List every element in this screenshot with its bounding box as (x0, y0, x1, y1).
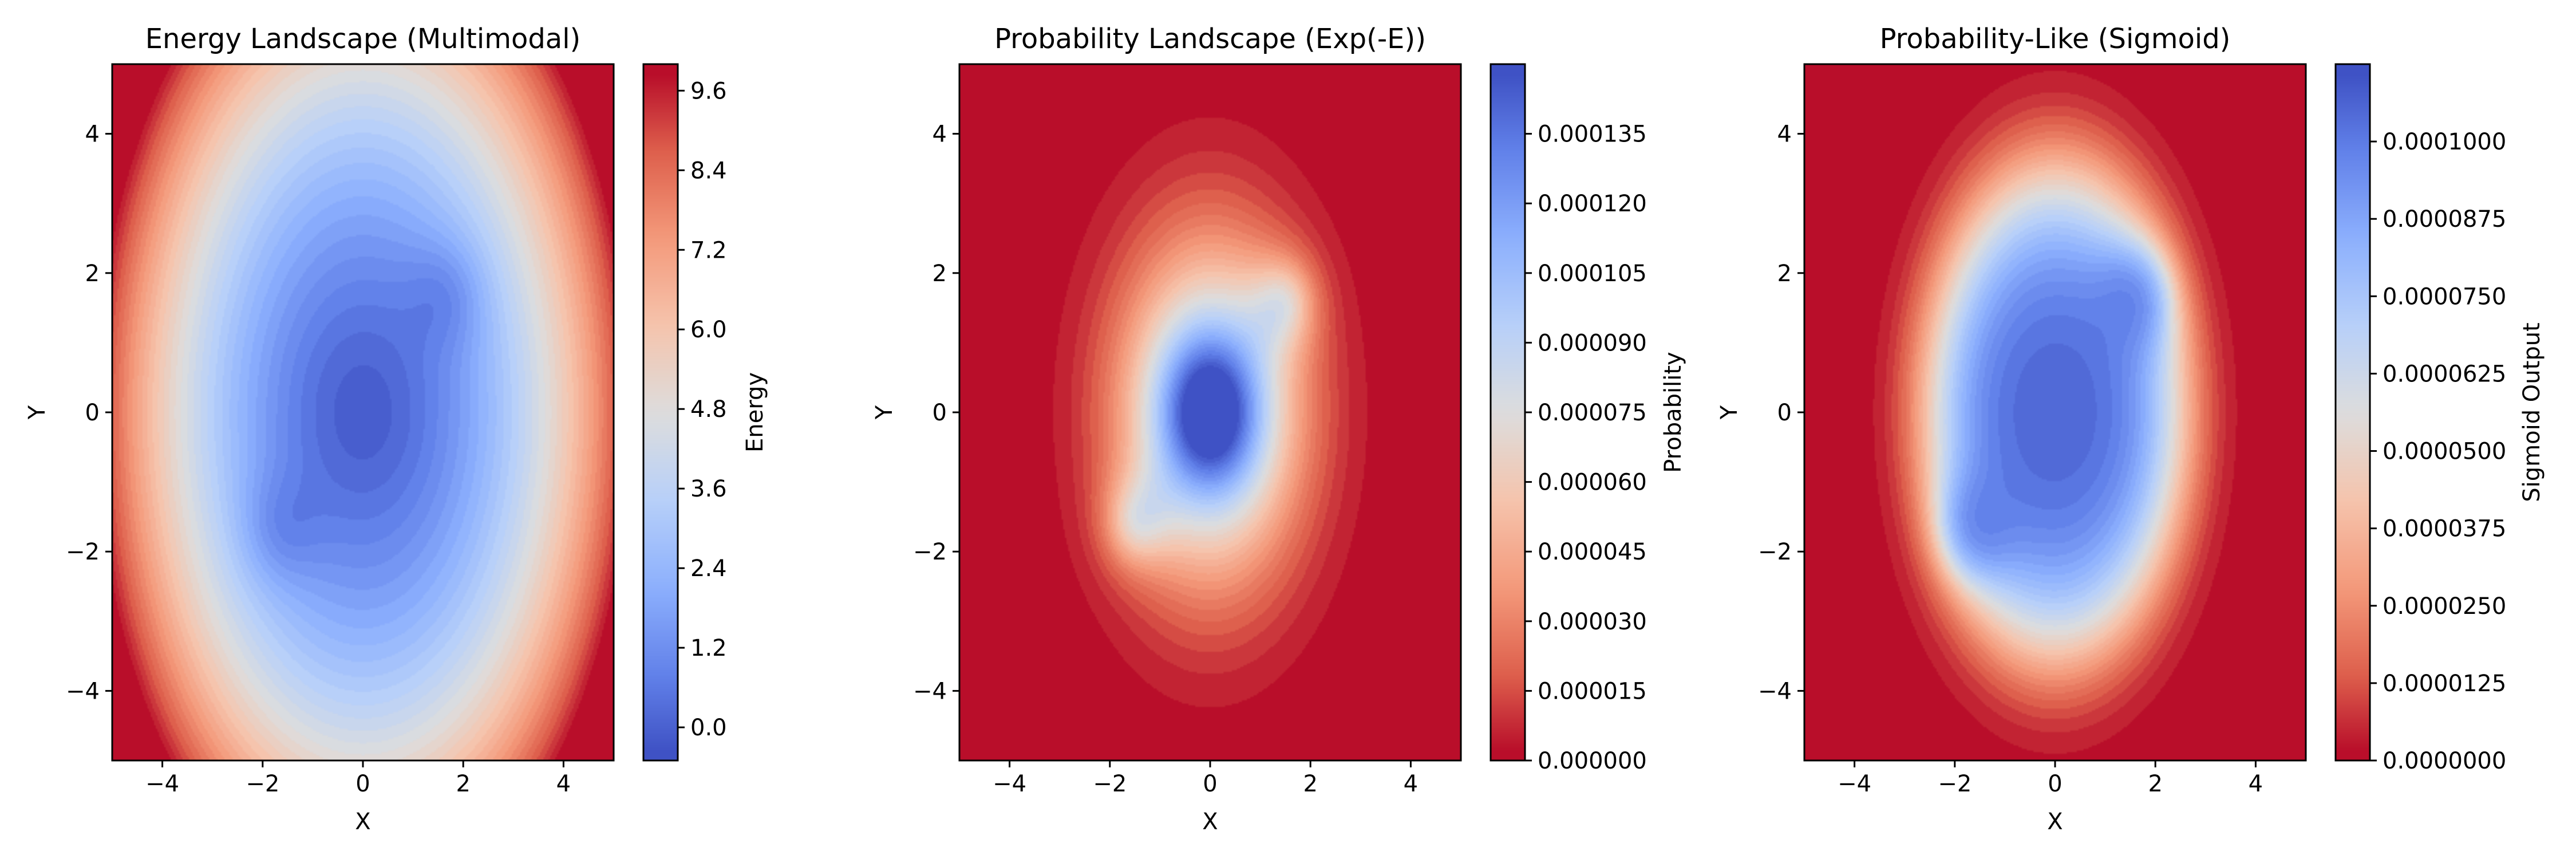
panel-energy: Energy Landscape (Multimodal) X Y −4 −2 0 2… (24, 23, 768, 835)
probability-y-ticks: −4 −2 0 2 4 (913, 121, 959, 704)
energy-title: Energy Landscape (Multimodal) (145, 23, 581, 55)
sigmoid-y-tick-label: 4 (1777, 121, 1792, 148)
colorbar-tick-label: 0.0000000 (2383, 748, 2506, 774)
colorbar-tick-label: 3.6 (690, 476, 727, 502)
energy-x-tick-label: −2 (246, 771, 279, 797)
probability-x-tick-label: 4 (1404, 771, 1418, 797)
panel-probability: Probability Landscape (Exp(-E)) X Y −4 −2… (871, 23, 1686, 835)
probability-colorbar (1491, 64, 1525, 761)
sigmoid-colorbar-label: Sigmoid Output (2519, 322, 2545, 502)
colorbar-tick-label: 9.6 (690, 78, 727, 104)
sigmoid-x-tick-label: 0 (2048, 771, 2062, 797)
energy-x-label: X (355, 809, 370, 835)
sigmoid-y-tick-label: 0 (1777, 400, 1792, 426)
probability-y-label: Y (871, 405, 898, 420)
colorbar-tick-label: 0.0000125 (2383, 671, 2506, 697)
energy-y-ticks: −4 −2 0 2 4 (66, 121, 112, 704)
energy-x-tick-label: 0 (355, 771, 370, 797)
probability-y-tick-label: 4 (933, 121, 947, 148)
colorbar-tick-label: 0.0000875 (2383, 206, 2506, 233)
sigmoid-x-tick-label: 4 (2249, 771, 2263, 797)
probability-y-tick-label: 2 (933, 261, 947, 287)
panel-sigmoid: Probability-Like (Sigmoid) X Y −4 −2 0 2 4 −… (1716, 23, 2545, 835)
probability-x-tick-label: −2 (1093, 771, 1127, 797)
colorbar-tick-label: 0.000090 (1538, 330, 1647, 356)
sigmoid-x-tick-label: 2 (2148, 771, 2162, 797)
colorbar-tick-label: 0.000030 (1538, 609, 1647, 635)
colorbar-tick-label: 0.0001000 (2383, 129, 2506, 155)
sigmoid-x-label: X (2047, 809, 2063, 835)
energy-x-ticks: −4 −2 0 2 4 (145, 761, 571, 797)
probability-x-tick-label: 0 (1203, 771, 1217, 797)
probability-x-tick-label: −4 (993, 771, 1026, 797)
probability-y-tick-label: 0 (933, 400, 947, 426)
sigmoid-title: Probability-Like (Sigmoid) (1880, 23, 2231, 55)
energy-heatmap (112, 64, 614, 761)
sigmoid-y-tick-label: 2 (1777, 261, 1792, 287)
probability-x-label: X (1202, 809, 1218, 835)
energy-y-tick-label: −4 (66, 678, 100, 704)
probability-y-tick-label: −2 (913, 539, 947, 565)
sigmoid-colorbar-ticks: 0.0000000 0.0000125 0.0000250 0.0000375 0.00… (2370, 129, 2506, 774)
colorbar-tick-label: 0.000135 (1538, 121, 1647, 148)
energy-x-tick-label: 4 (556, 771, 571, 797)
energy-colorbar (643, 64, 678, 761)
colorbar-tick-label: 6.0 (690, 317, 727, 343)
sigmoid-y-tick-label: −2 (1758, 539, 1792, 565)
colorbar-tick-label: 2.4 (690, 555, 727, 582)
probability-colorbar-label: Probability (1660, 352, 1686, 472)
probability-title: Probability Landscape (Exp(-E)) (994, 23, 1426, 55)
colorbar-tick-label: 7.2 (690, 237, 727, 263)
probability-x-ticks: −4 −2 0 2 4 (993, 761, 1418, 797)
energy-colorbar-ticks: 0.0 1.2 2.4 3.6 4.8 6.0 7.2 8.4 9.6 (678, 78, 727, 741)
energy-colorbar-frame (642, 63, 679, 762)
colorbar-tick-label: 0.000000 (1538, 748, 1647, 774)
sigmoid-colorbar (2336, 64, 2370, 761)
colorbar-tick-label: 0.000060 (1538, 470, 1647, 496)
energy-colorbar-label: Energy (742, 372, 768, 452)
energy-y-tick-label: 2 (85, 261, 100, 287)
probability-heatmap (959, 64, 1461, 761)
colorbar-tick-label: 0.0000250 (2383, 593, 2506, 620)
colorbar-tick-label: 0.0000500 (2383, 439, 2506, 465)
colorbar-tick-label: 0.0 (690, 715, 727, 741)
colorbar-tick-label: 0.0000750 (2383, 283, 2506, 310)
sigmoid-x-ticks: −4 −2 0 2 4 (1838, 761, 2263, 797)
sigmoid-y-label: Y (1716, 405, 1743, 420)
colorbar-tick-label: 0.0000375 (2383, 516, 2506, 542)
energy-y-tick-label: −2 (66, 539, 100, 565)
sigmoid-colorbar-frame (2334, 63, 2371, 762)
probability-x-tick-label: 2 (1303, 771, 1317, 797)
sigmoid-x-tick-label: −2 (1938, 771, 1971, 797)
colorbar-tick-label: 1.2 (690, 635, 727, 661)
energy-x-tick-label: 2 (456, 771, 470, 797)
colorbar-tick-label: 4.8 (690, 396, 727, 423)
energy-y-label: Y (24, 405, 50, 420)
energy-y-tick-label: 0 (85, 400, 100, 426)
sigmoid-y-ticks: −4 −2 0 2 4 (1758, 121, 1804, 704)
colorbar-tick-label: 0.000015 (1538, 678, 1647, 704)
energy-x-tick-label: −4 (145, 771, 179, 797)
colorbar-tick-label: 0.000075 (1538, 400, 1647, 426)
sigmoid-heatmap (1804, 64, 2306, 761)
colorbar-tick-label: 8.4 (690, 157, 727, 184)
probability-y-tick-label: −4 (913, 678, 947, 704)
sigmoid-x-tick-label: −4 (1838, 771, 1871, 797)
colorbar-tick-label: 0.000105 (1538, 261, 1647, 287)
colorbar-tick-label: 0.0000625 (2383, 361, 2506, 387)
colorbar-tick-label: 0.000120 (1538, 191, 1647, 217)
colorbar-tick-label: 0.000045 (1538, 539, 1647, 565)
probability-colorbar-ticks: 0.000000 0.000015 0.000030 0.000045 0.000060… (1525, 121, 1647, 774)
sigmoid-y-tick-label: −4 (1758, 678, 1792, 704)
energy-y-tick-label: 4 (85, 121, 100, 148)
